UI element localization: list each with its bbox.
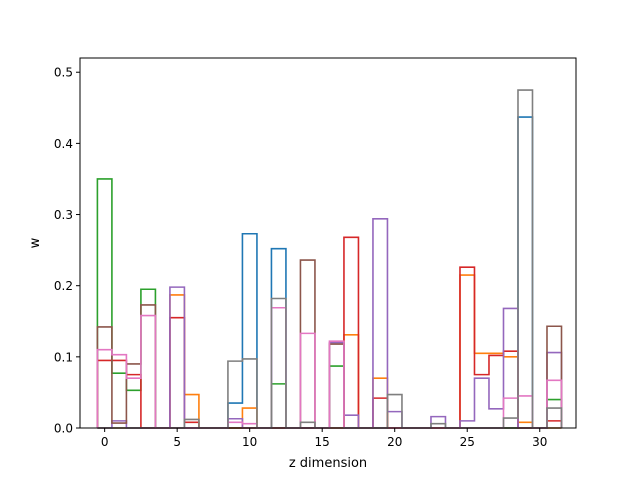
y-tick-label: 0.1 (54, 350, 73, 364)
series-4-step-line (97, 218, 563, 429)
y-tick-label: 0.3 (54, 208, 73, 222)
x-tick-label: 15 (315, 435, 330, 449)
plot-frame (79, 57, 577, 429)
y-tick-label: 0.0 (54, 422, 73, 436)
x-tick-label: 5 (173, 435, 181, 449)
y-tick-label: 0.5 (54, 66, 73, 80)
x-tick-label: 25 (460, 435, 475, 449)
y-axis-label: w (28, 237, 43, 248)
x-tick-label: 0 (101, 435, 109, 449)
x-axis-label: z dimension (289, 456, 367, 471)
x-tick-label: 20 (387, 435, 402, 449)
x-tick-label: 10 (242, 435, 257, 449)
plot-background (80, 58, 576, 428)
series-6-step-line (96, 306, 563, 429)
axis-layer: 0 5 10 15 20 25 30 0.0 0.1 0.2 0.3 0.4 0.5 (54, 66, 547, 449)
x-tick-label: 30 (532, 435, 547, 449)
y-tick-label: 0.4 (54, 137, 73, 151)
y-tick-label: 0.2 (54, 279, 73, 293)
